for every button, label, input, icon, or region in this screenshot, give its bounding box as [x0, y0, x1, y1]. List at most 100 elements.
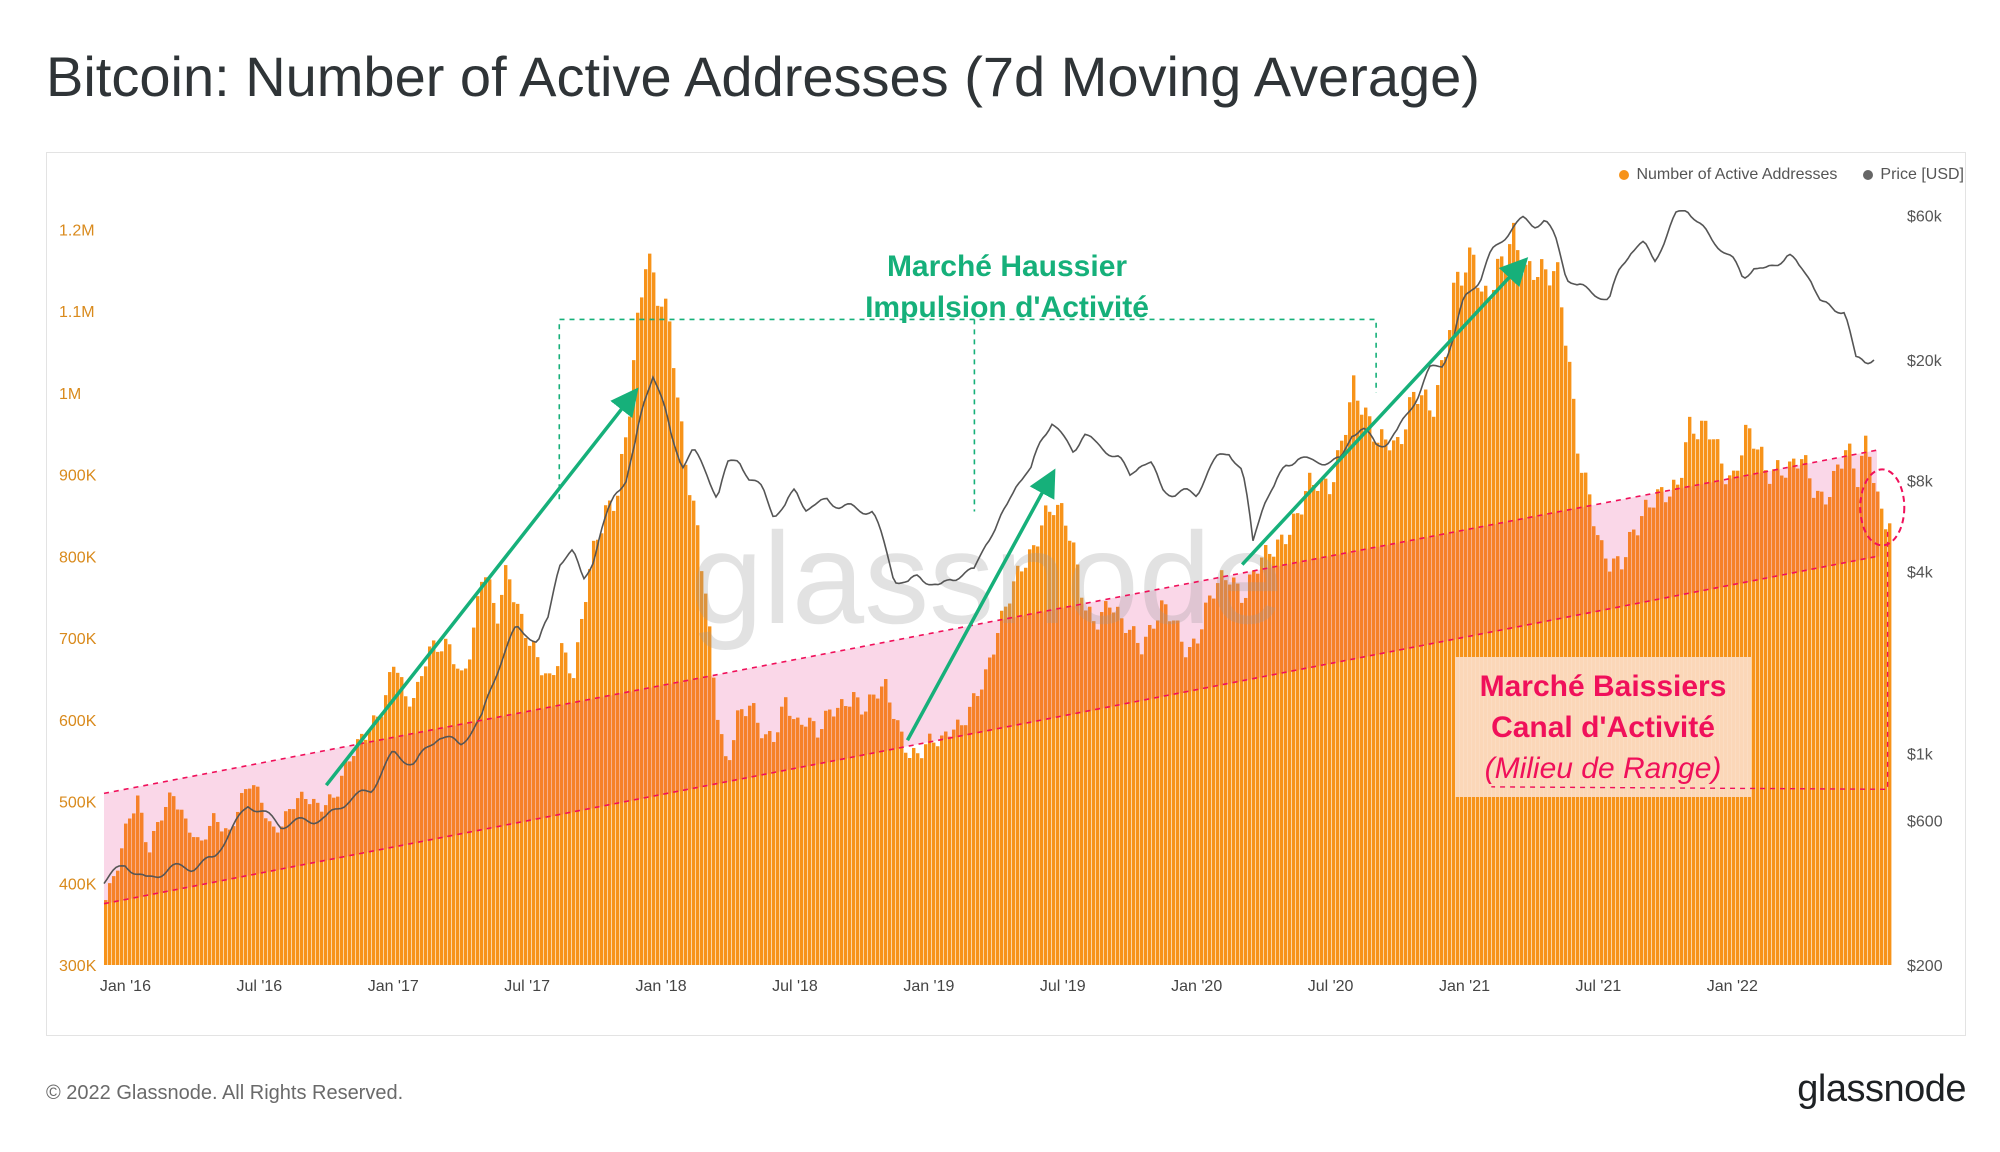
bar: [1600, 540, 1604, 611]
bar: [384, 739, 388, 849]
bar: [776, 732, 780, 965]
bar: [544, 708, 548, 818]
bar: [204, 839, 208, 885]
bar: [1704, 483, 1708, 591]
bar: [320, 811, 324, 965]
bar: [1084, 610, 1088, 965]
bar: [360, 743, 364, 854]
bar: [1360, 414, 1364, 966]
bar: [1844, 456, 1848, 563]
y-left-tick-label: 500K: [59, 795, 97, 812]
bar: [956, 719, 960, 737]
bar: [1424, 537, 1428, 646]
bar: [252, 785, 256, 875]
bar: [1244, 597, 1248, 681]
glassnode-logo[interactable]: glassnode: [1797, 1068, 1966, 1110]
bar: [1444, 356, 1448, 965]
bar: [1416, 403, 1420, 965]
bar: [536, 709, 540, 820]
bar: [268, 821, 272, 872]
bar: [308, 804, 312, 965]
bar: [1080, 597, 1084, 965]
bar: [1376, 547, 1380, 655]
bar: [708, 676, 712, 786]
bar: [688, 680, 692, 790]
bar: [456, 725, 460, 835]
bar: [472, 722, 476, 832]
bar: [568, 703, 572, 813]
bar: [1872, 483, 1876, 965]
bar: [1544, 514, 1548, 622]
bar: [1768, 483, 1772, 578]
bar: [660, 306, 664, 966]
legend-item-price[interactable]: Price [USD]: [1863, 166, 1964, 184]
bar: [1696, 485, 1700, 592]
bar: [1848, 443, 1852, 965]
bar: [852, 692, 856, 965]
bar: [348, 761, 352, 965]
bar: [160, 820, 164, 965]
bar: [1764, 470, 1768, 965]
bar: [348, 761, 352, 856]
bar: [1384, 439, 1388, 965]
bar: [1596, 535, 1600, 612]
bar: [328, 794, 332, 860]
bar: [1780, 475, 1784, 576]
legend-item-active-addresses[interactable]: Number of Active Addresses: [1619, 166, 1837, 184]
bar: [740, 709, 744, 965]
page-title: Bitcoin: Number of Active Addresses (7d …: [46, 45, 1480, 108]
bar: [1336, 450, 1340, 966]
bar: [1216, 583, 1220, 965]
bar: [868, 694, 872, 755]
x-tick-label: Jan '22: [1707, 978, 1758, 995]
bar: [232, 826, 236, 965]
bar: [1448, 330, 1452, 965]
bar: [332, 797, 336, 860]
bar: [1852, 468, 1856, 965]
bar: [1836, 464, 1840, 565]
bar: [1428, 537, 1432, 645]
bar: [108, 883, 112, 903]
watermark-text: glassnode: [691, 505, 1284, 651]
bar: [192, 837, 196, 887]
bar: [1000, 619, 1004, 729]
bar: [1196, 643, 1200, 965]
bar: [884, 679, 888, 965]
bar: [840, 699, 844, 965]
bar: [1760, 472, 1764, 580]
bar: [1236, 583, 1240, 682]
bar: [864, 711, 868, 755]
bar: [116, 870, 120, 965]
bar: [236, 811, 240, 878]
bar: [1120, 618, 1124, 705]
bar: [244, 789, 248, 965]
bar: [836, 707, 840, 761]
bar: [700, 678, 704, 787]
bar: [968, 706, 972, 735]
bar: [876, 698, 880, 753]
bar: [1776, 469, 1780, 577]
bar: [1796, 468, 1800, 965]
bar: [1164, 604, 1168, 697]
bar: [1840, 468, 1844, 965]
bar: [676, 397, 680, 965]
bar: [364, 743, 368, 853]
bar: [1864, 452, 1868, 559]
bar: [748, 705, 752, 778]
bar: [1612, 558, 1616, 609]
bar: [352, 756, 356, 965]
bar: [760, 738, 764, 776]
bar: [1140, 654, 1144, 965]
bar: [788, 715, 792, 965]
bar: [924, 744, 928, 965]
bar: [1320, 557, 1324, 666]
bar: [1388, 544, 1392, 653]
bar: [720, 734, 724, 784]
bar: [1380, 546, 1384, 654]
bar: [1124, 633, 1128, 965]
bar: [1276, 539, 1280, 965]
bar: [1180, 641, 1184, 693]
bar: [772, 741, 776, 965]
bar: [976, 696, 980, 965]
footer-copyright: © 2022 Glassnode. All Rights Reserved.: [46, 1082, 404, 1104]
